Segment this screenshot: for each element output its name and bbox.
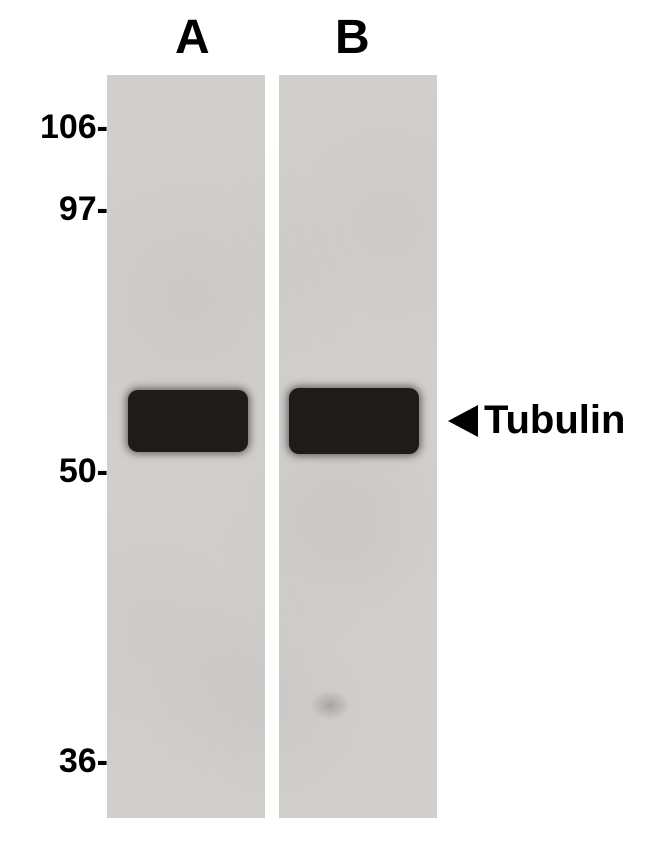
lane-divider: [265, 75, 279, 818]
band-annotation-text: Tubulin: [484, 398, 625, 443]
band-lane-b: [289, 388, 419, 454]
marker-106: 106-: [40, 108, 108, 147]
figure-container: A B 106- 97- 50- 36- Tubulin: [0, 0, 650, 847]
lane-label-b: B: [335, 10, 370, 65]
band-annotation: Tubulin: [448, 398, 625, 443]
marker-50: 50-: [59, 452, 108, 491]
band-lane-a: [128, 390, 248, 452]
blot-membrane: [107, 75, 437, 818]
marker-36: 36-: [59, 742, 108, 781]
marker-97: 97-: [59, 190, 108, 229]
arrow-left-icon: [448, 405, 478, 437]
lane-label-a: A: [175, 10, 210, 65]
smudge-artifact: [310, 690, 350, 720]
